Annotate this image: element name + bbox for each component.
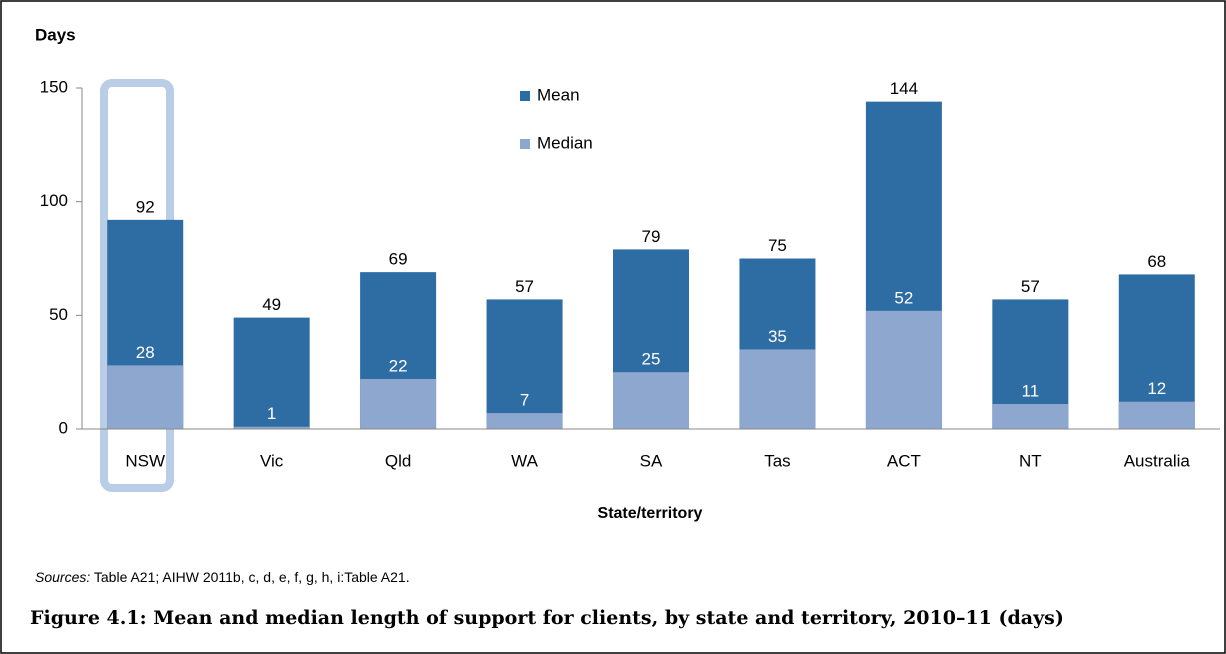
- value-label: 22: [389, 356, 408, 375]
- value-label: 49: [262, 295, 281, 314]
- legend-label: Mean: [537, 85, 580, 104]
- x-tick-label: Australia: [1124, 451, 1191, 470]
- y-tick-label: 100: [40, 191, 68, 210]
- value-label: 75: [768, 236, 787, 255]
- value-label: 28: [136, 343, 155, 362]
- caption: Figure 4.1: Mean and median length of su…: [30, 607, 1064, 629]
- value-label: 57: [515, 277, 534, 296]
- value-label: 68: [1147, 252, 1166, 271]
- x-tick-label: Tas: [764, 451, 790, 470]
- value-label: 25: [642, 350, 661, 369]
- x-tick-label: NT: [1019, 451, 1042, 470]
- bar: [486, 299, 563, 429]
- value-label: 69: [389, 250, 408, 269]
- x-tick-label: Qld: [385, 451, 411, 470]
- bar: [107, 365, 184, 429]
- y-tick-label: 50: [49, 305, 68, 324]
- value-label: 11: [1022, 381, 1040, 400]
- bar: [360, 378, 437, 429]
- bar: [613, 372, 689, 429]
- source: Sources: Table A21; AIHW 2011b, c, d, e,…: [35, 569, 410, 585]
- value-label: 35: [768, 327, 787, 346]
- value-label: 57: [1021, 277, 1040, 296]
- value-label: 144: [890, 79, 918, 98]
- x-tick-label: WA: [511, 451, 538, 470]
- x-axis-label: State/territory: [598, 505, 703, 522]
- x-tick-label: Vic: [260, 451, 284, 470]
- legend-label: Median: [537, 133, 593, 152]
- bar: [486, 413, 563, 429]
- y-tick-label: 0: [59, 418, 68, 437]
- y-tick-label: 150: [40, 77, 68, 96]
- value-label: 79: [642, 227, 661, 246]
- bar: [739, 349, 816, 429]
- source-label: Sources:: [35, 569, 90, 585]
- x-tick-label: ACT: [887, 451, 921, 470]
- bar: [992, 403, 1069, 429]
- bar: [1118, 401, 1195, 429]
- source-text: Table A21; AIHW 2011b, c, d, e, f, g, h,…: [90, 569, 409, 585]
- legend-swatch: [520, 91, 530, 101]
- bar: [865, 310, 942, 429]
- value-label: 52: [894, 288, 913, 307]
- bar: [233, 317, 310, 429]
- x-tick-label: SA: [640, 451, 663, 470]
- bar: [233, 426, 310, 429]
- value-label: 12: [1147, 379, 1166, 398]
- value-label: 1: [267, 404, 276, 423]
- value-label: 92: [136, 197, 155, 216]
- value-label: 7: [520, 391, 529, 410]
- legend-swatch: [520, 139, 530, 149]
- y-axis-label: Days: [35, 25, 76, 44]
- x-tick-label: NSW: [125, 451, 165, 470]
